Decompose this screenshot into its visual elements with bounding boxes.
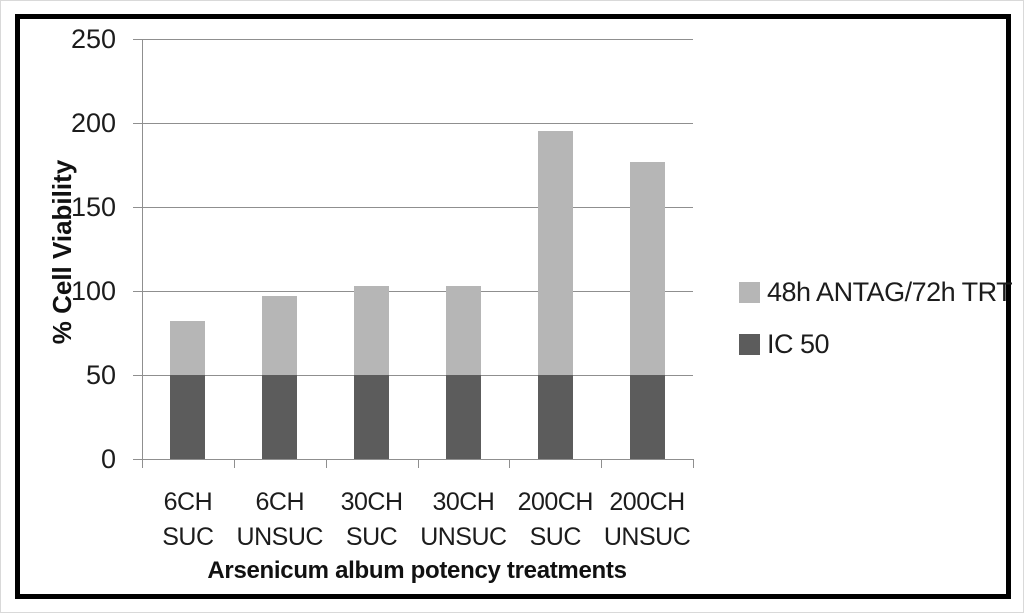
x-category-label-line: UNSUC bbox=[603, 523, 691, 551]
x-tick-mark bbox=[142, 459, 143, 468]
y-tick-mark bbox=[133, 291, 142, 292]
bar-segment-48h-antag-72h-trt bbox=[629, 161, 665, 375]
x-category-label: 200CH UNSUC bbox=[595, 485, 699, 555]
y-tick-mark bbox=[133, 375, 142, 376]
bar-segment-ic-50 bbox=[537, 375, 573, 459]
y-tick-label: 200 bbox=[70, 108, 116, 138]
x-tick-mark bbox=[601, 459, 603, 468]
x-tick-mark bbox=[233, 459, 235, 468]
y-tick-mark bbox=[133, 39, 142, 40]
bar-segment-ic-50 bbox=[354, 375, 390, 459]
bar-segment-48h-antag-72h-trt bbox=[262, 296, 298, 375]
x-category-label-line: 30CH bbox=[340, 488, 403, 516]
y-tick-mark bbox=[133, 207, 142, 208]
gridline bbox=[142, 207, 693, 208]
x-category-label: 30CH SUC bbox=[320, 485, 424, 555]
x-tick-mark bbox=[509, 459, 511, 468]
gridline bbox=[142, 39, 693, 40]
legend-swatch-icon bbox=[739, 281, 760, 303]
legend-item: 48h ANTAG/72h TRT bbox=[739, 276, 1013, 307]
bar-segment-48h-antag-72h-trt bbox=[354, 285, 390, 375]
y-axis-title: % Cell Viability bbox=[47, 159, 77, 345]
y-axis-line bbox=[142, 39, 143, 460]
bar-segment-ic-50 bbox=[170, 375, 206, 459]
x-category-label: 6CH SUC bbox=[136, 485, 240, 555]
x-category-label-line: 30CH bbox=[432, 488, 495, 516]
y-tick-mark bbox=[133, 123, 142, 124]
y-tick-label: 250 bbox=[70, 24, 116, 54]
bar-segment-48h-antag-72h-trt bbox=[445, 285, 481, 375]
legend-label: IC 50 bbox=[767, 328, 830, 359]
y-tick-label: 50 bbox=[85, 360, 116, 390]
bar-segment-ic-50 bbox=[629, 375, 665, 459]
x-category-label-line: SUC bbox=[345, 523, 398, 551]
x-axis-title: Arsenicum album potency treatments bbox=[207, 557, 627, 584]
x-category-label-line: 200CH bbox=[609, 488, 685, 516]
bar-segment-48h-antag-72h-trt bbox=[170, 321, 206, 375]
x-tick-mark bbox=[417, 459, 419, 468]
x-category-label-line: SUC bbox=[529, 523, 582, 551]
gridline bbox=[142, 123, 693, 124]
x-category-label-line: 200CH bbox=[517, 488, 594, 516]
y-tick-label: 100 bbox=[70, 276, 116, 306]
x-category-label-line: 6CH bbox=[255, 488, 304, 516]
x-category-label-line: UNSUC bbox=[420, 523, 507, 551]
x-category-label: 6CH UNSUC bbox=[228, 485, 332, 555]
x-category-label: 200CH SUC bbox=[503, 485, 607, 555]
x-tick-mark bbox=[325, 459, 327, 468]
bar-segment-48h-antag-72h-trt bbox=[537, 131, 573, 375]
gridline bbox=[142, 375, 693, 376]
x-category-label: 30CH UNSUC bbox=[411, 485, 515, 555]
bar-segment-ic-50 bbox=[445, 375, 481, 459]
legend-swatch-icon bbox=[739, 333, 760, 355]
x-category-label-line: SUC bbox=[162, 523, 214, 551]
bar-segment-ic-50 bbox=[262, 375, 298, 459]
x-tick-mark bbox=[693, 459, 694, 468]
legend-label: 48h ANTAG/72h TRT bbox=[767, 276, 1013, 307]
x-category-label-line: UNSUC bbox=[236, 523, 324, 551]
legend-item: IC 50 bbox=[739, 328, 830, 359]
gridline bbox=[142, 291, 693, 292]
y-tick-label: 0 bbox=[100, 444, 116, 474]
plot-area bbox=[142, 39, 693, 459]
y-tick-label: 150 bbox=[70, 192, 116, 222]
y-tick-mark bbox=[133, 459, 142, 460]
x-category-label-line: 6CH bbox=[163, 488, 213, 516]
chart-frame: % Cell Viability 0 50 100 150 200 250 6CH SUC 6… bbox=[15, 14, 1013, 599]
